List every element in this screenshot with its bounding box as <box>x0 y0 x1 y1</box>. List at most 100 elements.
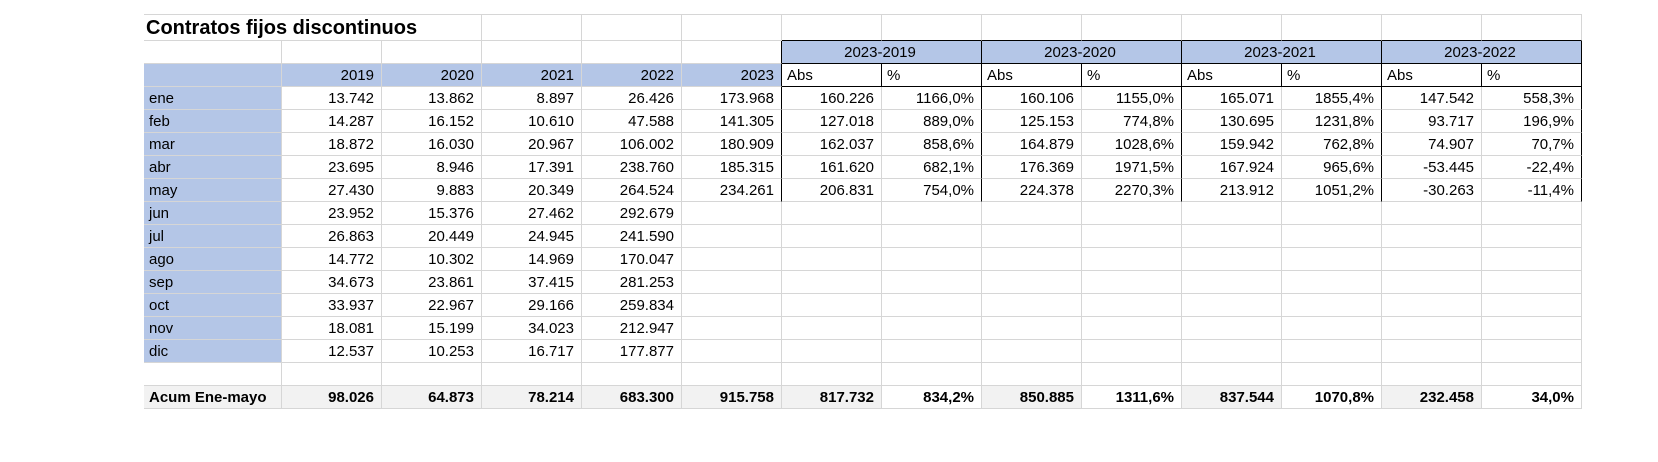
cell-feb-2019[interactable]: 14.287 <box>282 110 382 133</box>
cell-jun-2022[interactable]: 292.679 <box>582 202 682 225</box>
cell-nov-2020[interactable]: 15.199 <box>382 317 482 340</box>
cell-empty[interactable] <box>144 363 282 386</box>
cell-sep-2023-2020-pct[interactable] <box>1082 271 1182 294</box>
cell-ene-2023-2020-abs[interactable]: 160.106 <box>982 87 1082 110</box>
summary-2023-2022-pct[interactable]: 34,0% <box>1482 386 1582 409</box>
row-label-abr[interactable]: abr <box>144 156 282 179</box>
cell-empty[interactable] <box>1482 15 1582 41</box>
cell-empty[interactable] <box>144 41 282 64</box>
pct-header-2023-2021[interactable]: % <box>1282 64 1382 87</box>
cell-jul-2023-2022-pct[interactable] <box>1482 225 1582 248</box>
cell-jul-2020[interactable]: 20.449 <box>382 225 482 248</box>
cell-may-2019[interactable]: 27.430 <box>282 179 382 202</box>
cell-sep-2023-2022-abs[interactable] <box>1382 271 1482 294</box>
summary-2021[interactable]: 78.214 <box>482 386 582 409</box>
cell-empty[interactable] <box>482 41 582 64</box>
cell-may-2023-2022-pct[interactable]: -11,4% <box>1482 179 1582 202</box>
cell-jun-2023-2019-abs[interactable] <box>782 202 882 225</box>
cell-empty[interactable] <box>282 363 382 386</box>
cell-sep-2023[interactable] <box>682 271 782 294</box>
cell-ene-2023-2021-pct[interactable]: 1855,4% <box>1282 87 1382 110</box>
cell-ene-2023-2021-abs[interactable]: 165.071 <box>1182 87 1282 110</box>
cell-jul-2023[interactable] <box>682 225 782 248</box>
cell-abr-2023-2022-pct[interactable]: -22,4% <box>1482 156 1582 179</box>
cell-jun-2023-2020-pct[interactable] <box>1082 202 1182 225</box>
cell-nov-2023-2022-abs[interactable] <box>1382 317 1482 340</box>
cell-ene-2019[interactable]: 13.742 <box>282 87 382 110</box>
row-label-sep[interactable]: sep <box>144 271 282 294</box>
cell-oct-2023-2020-abs[interactable] <box>982 294 1082 317</box>
cell-ago-2023-2020-abs[interactable] <box>982 248 1082 271</box>
cell-dic-2019[interactable]: 12.537 <box>282 340 382 363</box>
cell-sep-2023-2022-pct[interactable] <box>1482 271 1582 294</box>
summary-2023-2022-abs[interactable]: 232.458 <box>1382 386 1482 409</box>
cell-ago-2023-2019-pct[interactable] <box>882 248 982 271</box>
abs-header-2023-2021[interactable]: Abs <box>1182 64 1282 87</box>
cell-sep-2021[interactable]: 37.415 <box>482 271 582 294</box>
cell-jul-2021[interactable]: 24.945 <box>482 225 582 248</box>
cell-empty[interactable] <box>882 15 982 41</box>
year-header-2020[interactable]: 2020 <box>382 64 482 87</box>
cell-abr-2023-2019-pct[interactable]: 682,1% <box>882 156 982 179</box>
cell-may-2023-2019-pct[interactable]: 754,0% <box>882 179 982 202</box>
cell-empty[interactable] <box>582 41 682 64</box>
cell-sep-2023-2021-pct[interactable] <box>1282 271 1382 294</box>
summary-2023-2021-abs[interactable]: 837.544 <box>1182 386 1282 409</box>
cell-jun-2023-2019-pct[interactable] <box>882 202 982 225</box>
cell-empty[interactable] <box>582 15 682 41</box>
cell-may-2022[interactable]: 264.524 <box>582 179 682 202</box>
cell-dic-2021[interactable]: 16.717 <box>482 340 582 363</box>
cell-jul-2023-2022-abs[interactable] <box>1382 225 1482 248</box>
cell-feb-2023-2021-pct[interactable]: 1231,8% <box>1282 110 1382 133</box>
cell-jun-2023-2020-abs[interactable] <box>982 202 1082 225</box>
cell-feb-2023-2019-abs[interactable]: 127.018 <box>782 110 882 133</box>
cell-empty[interactable] <box>1082 15 1182 41</box>
cell-mar-2023-2020-abs[interactable]: 164.879 <box>982 133 1082 156</box>
cell-oct-2023-2021-abs[interactable] <box>1182 294 1282 317</box>
cell-empty[interactable] <box>782 363 882 386</box>
summary-2023-2020-abs[interactable]: 850.885 <box>982 386 1082 409</box>
cell-nov-2022[interactable]: 212.947 <box>582 317 682 340</box>
year-header-2021[interactable]: 2021 <box>482 64 582 87</box>
row-label-feb[interactable]: feb <box>144 110 282 133</box>
cell-nov-2023-2021-pct[interactable] <box>1282 317 1382 340</box>
cell-empty[interactable] <box>882 363 982 386</box>
cell-dic-2023-2021-pct[interactable] <box>1282 340 1382 363</box>
cell-ago-2020[interactable]: 10.302 <box>382 248 482 271</box>
cell-mar-2023-2021-abs[interactable]: 159.942 <box>1182 133 1282 156</box>
cell-jul-2023-2020-pct[interactable] <box>1082 225 1182 248</box>
cell-abr-2022[interactable]: 238.760 <box>582 156 682 179</box>
cell-dic-2023-2022-pct[interactable] <box>1482 340 1582 363</box>
cell-mar-2021[interactable]: 20.967 <box>482 133 582 156</box>
cell-nov-2019[interactable]: 18.081 <box>282 317 382 340</box>
cell-feb-2023-2021-abs[interactable]: 130.695 <box>1182 110 1282 133</box>
cell-abr-2019[interactable]: 23.695 <box>282 156 382 179</box>
cell-ago-2023-2022-abs[interactable] <box>1382 248 1482 271</box>
cell-may-2023-2020-abs[interactable]: 224.378 <box>982 179 1082 202</box>
cell-jul-2023-2019-abs[interactable] <box>782 225 882 248</box>
cell-oct-2023[interactable] <box>682 294 782 317</box>
cell-nov-2023[interactable] <box>682 317 782 340</box>
abs-header-2023-2022[interactable]: Abs <box>1382 64 1482 87</box>
cell-empty[interactable] <box>982 363 1082 386</box>
cell-empty[interactable] <box>582 363 682 386</box>
cell-nov-2023-2019-abs[interactable] <box>782 317 882 340</box>
cell-abr-2023[interactable]: 185.315 <box>682 156 782 179</box>
cell-dic-2023-2019-pct[interactable] <box>882 340 982 363</box>
cell-ago-2019[interactable]: 14.772 <box>282 248 382 271</box>
cell-may-2023-2021-pct[interactable]: 1051,2% <box>1282 179 1382 202</box>
cell-jul-2019[interactable]: 26.863 <box>282 225 382 248</box>
cell-empty[interactable] <box>1182 363 1282 386</box>
cell-nov-2021[interactable]: 34.023 <box>482 317 582 340</box>
cell-mar-2023-2022-pct[interactable]: 70,7% <box>1482 133 1582 156</box>
cell-abr-2023-2020-pct[interactable]: 1971,5% <box>1082 156 1182 179</box>
cell-dic-2023-2022-abs[interactable] <box>1382 340 1482 363</box>
cell-mar-2022[interactable]: 106.002 <box>582 133 682 156</box>
cell-mar-2019[interactable]: 18.872 <box>282 133 382 156</box>
cell-ago-2022[interactable]: 170.047 <box>582 248 682 271</box>
cell-empty[interactable] <box>782 15 882 41</box>
row-label-ene[interactable]: ene <box>144 87 282 110</box>
cell-may-2023-2021-abs[interactable]: 213.912 <box>1182 179 1282 202</box>
cell-mar-2023[interactable]: 180.909 <box>682 133 782 156</box>
cell-oct-2023-2019-abs[interactable] <box>782 294 882 317</box>
